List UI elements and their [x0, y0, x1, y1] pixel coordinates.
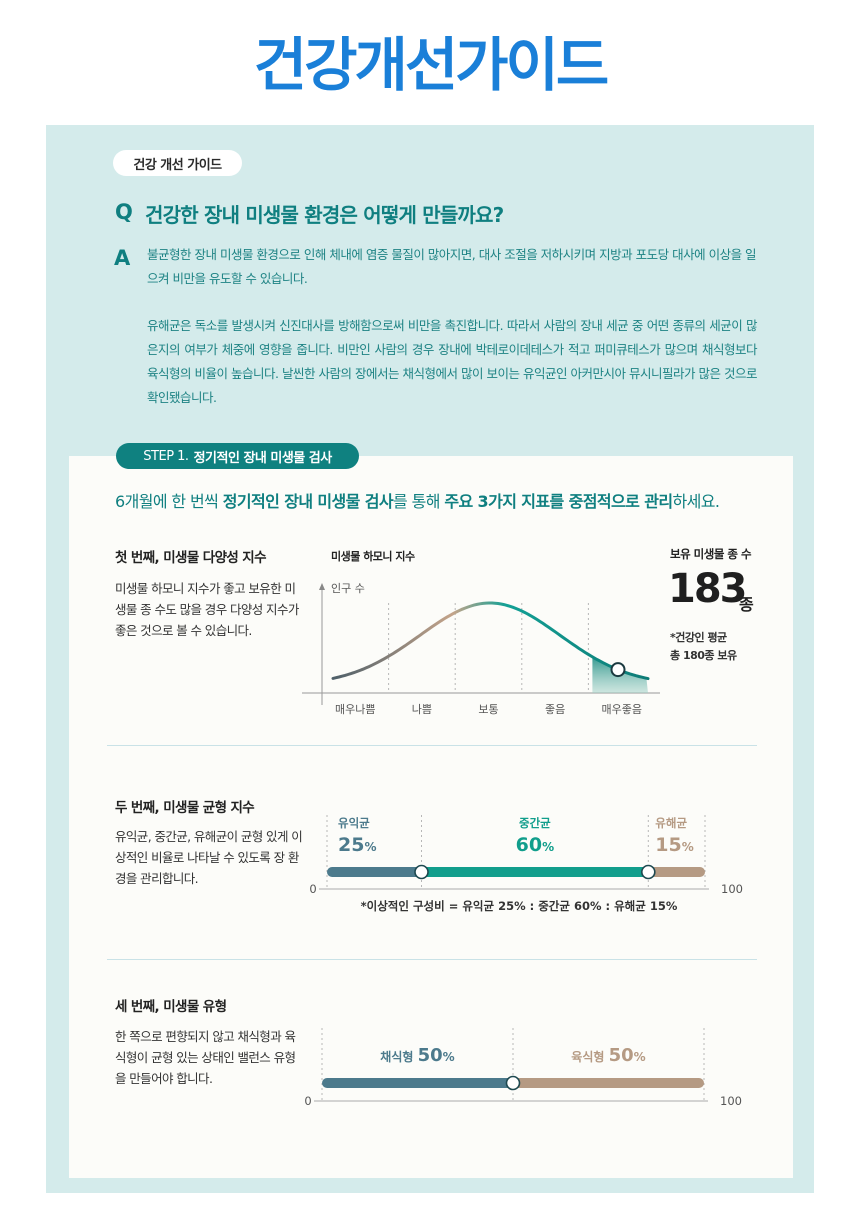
intro-part-2: 정기적인 장내 미생물 검사: [222, 492, 394, 511]
type-segment-label: 채식형 50%: [380, 1045, 454, 1066]
harmony-category-label: 매우좋음: [601, 703, 641, 716]
harmony-chart-title: 미생물 하모니 지수: [331, 550, 415, 563]
section2-title: 두 번째, 미생물 균형 지수: [115, 800, 255, 816]
step-badge-title: 정기적인 장내 미생물 검사: [193, 450, 333, 466]
balance-segment-unit: %: [364, 840, 376, 854]
balance-ideal-note: *이상적인 구성비 = 유익균 25% : 중간균 60% : 유해균 15%: [361, 899, 678, 913]
balance-segment-unit: %: [542, 840, 554, 854]
species-note-line-1: *건강인 평균: [670, 631, 727, 644]
step-intro: 6개월에 한 번씩 정기적인 장내 미생물 검사를 통해 주요 3가지 지표를 …: [115, 488, 720, 512]
balance-segment-name: 중간균: [519, 816, 551, 830]
species-count-value: 183: [668, 566, 747, 612]
answer-marker: A: [114, 246, 131, 270]
question-text: 건강한 장내 미생물 환경은 어떻게 만들까요?: [145, 203, 504, 227]
balance-segment-value: 25%: [338, 834, 376, 856]
answer-paragraph-1: 불균형한 장내 미생물 환경으로 인해 체내에 염증 물질이 많아지면, 대사 …: [147, 247, 757, 286]
balance-segment-value: 15%: [655, 834, 693, 856]
step-badge-prefix: STEP 1.: [143, 448, 189, 464]
type-segment-bar: [508, 1078, 704, 1088]
step-content-box: [69, 456, 793, 1178]
type-segment-unit: %: [443, 1050, 455, 1064]
species-average-note: *건강인 평균 총 180종 보유: [670, 629, 737, 665]
balance-segment-bar: [327, 867, 427, 877]
balance-segment-number: 25: [338, 834, 364, 856]
harmony-y-axis-label: 인구 수: [331, 582, 365, 595]
section1-title: 첫 번째, 미생물 다양성 지수: [115, 550, 267, 566]
section-divider-2: [107, 959, 757, 960]
harmony-category-label: 보통: [478, 703, 498, 716]
balance-boundary-marker: [640, 864, 656, 880]
section1-desc: 미생물 하모니 지수가 좋고 보유한 미생물 종 수도 많을 경우 다양성 지수…: [115, 581, 299, 638]
balance-segment-bar: [643, 867, 705, 877]
species-count-unit: 종: [739, 595, 754, 614]
page-title: 건강개선가이드: [253, 31, 610, 99]
balance-segment-value: 60%: [516, 834, 554, 856]
harmony-category-label: 나쁨: [412, 703, 432, 716]
answer-paragraph-2: 유해균은 독소를 발생시켜 신진대사를 방해함으로써 비만을 촉진합니다. 따라…: [147, 318, 758, 405]
type-segment-bar: [322, 1078, 518, 1088]
balance-axis-min: 0: [309, 882, 316, 896]
intro-part-3: 를 통해: [393, 492, 445, 511]
harmony-y-axis-arrow: [319, 583, 325, 590]
type-segment-label: 육식형 50%: [571, 1045, 645, 1066]
guide-badge: 건강 개선 가이드: [113, 150, 242, 176]
section-divider-1: [107, 745, 757, 746]
section2-desc: 유익균, 중간균, 유해균이 균형 있게 이상적인 비율로 나타날 수 있도록 …: [115, 829, 303, 886]
section3-title: 세 번째, 미생물 유형: [115, 999, 227, 1015]
balance-boundary-marker: [414, 864, 429, 880]
harmony-category-label: 매우나쁨: [335, 703, 375, 716]
type-axis-max: 100: [720, 1094, 742, 1108]
step-badge: STEP 1. 정기적인 장내 미생물 검사: [116, 443, 359, 469]
species-note-line-2: 총 180종 보유: [670, 649, 737, 662]
species-count-label: 보유 미생물 종 수: [670, 547, 752, 561]
balance-axis-max: 100: [721, 882, 743, 896]
type-segment-value: 50: [418, 1045, 443, 1066]
balance-segment-bar: [416, 867, 654, 877]
harmony-current-marker: [610, 662, 626, 678]
type-segment-name: 채식형: [380, 1049, 417, 1064]
balance-segment-name: 유익균: [338, 816, 370, 830]
question-marker: Q: [115, 200, 133, 224]
intro-part-1: 6개월에 한 번씩: [115, 492, 223, 511]
intro-part-4: 주요 3가지 지표를 중점적으로 관리: [444, 492, 673, 511]
type-segment-unit: %: [634, 1050, 646, 1064]
type-axis-min: 0: [304, 1094, 311, 1108]
harmony-category-label: 좋음: [545, 703, 565, 716]
section3-desc: 한 쪽으로 편향되지 않고 채식형과 육식형이 균형 있는 상태인 밸런스 유형…: [115, 1029, 296, 1086]
balance-segment-unit: %: [682, 840, 694, 854]
intro-part-5: 하세요.: [672, 492, 720, 511]
harmony-curve: [331, 601, 650, 681]
type-segment-name: 육식형: [571, 1049, 608, 1064]
balance-segment-number: 15: [655, 834, 681, 856]
balance-segment-number: 60: [516, 834, 542, 856]
type-boundary-marker: [505, 1075, 521, 1091]
type-segment-value: 50: [609, 1045, 634, 1066]
balance-segment-name: 유해균: [655, 816, 687, 830]
